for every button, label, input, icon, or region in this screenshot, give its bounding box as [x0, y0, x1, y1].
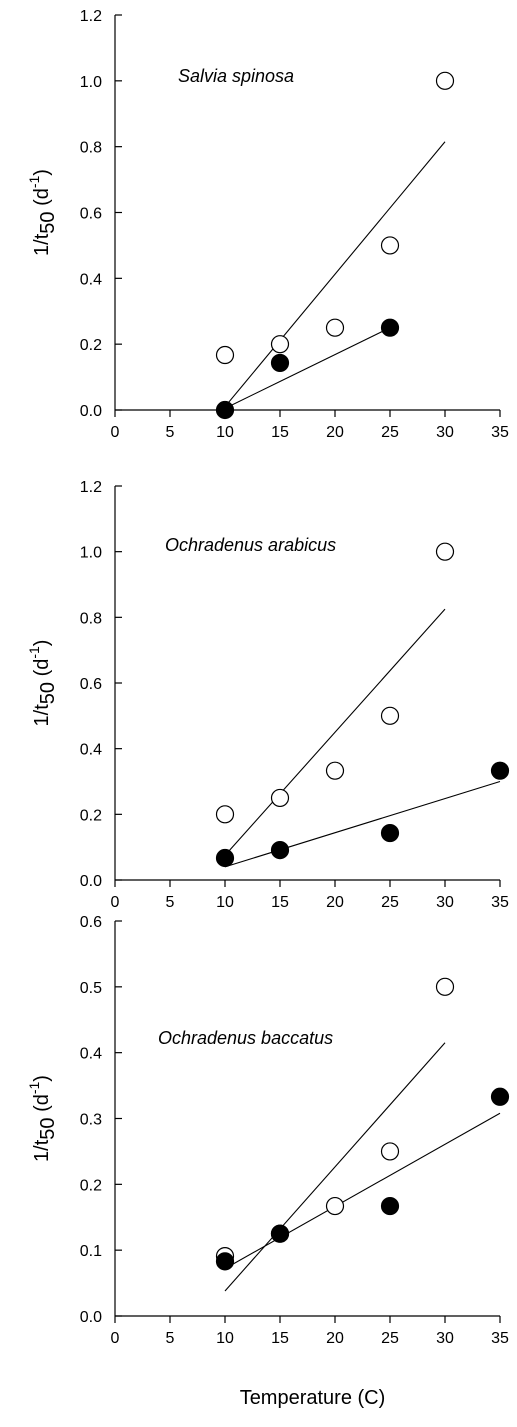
x-tick-label: 30 — [436, 894, 454, 911]
species-label: Salvia spinosa — [178, 66, 294, 86]
x-tick-label: 10 — [216, 424, 234, 441]
filled-circle-point — [270, 841, 290, 860]
x-tick-label: 35 — [491, 424, 509, 441]
open-circle-point — [270, 335, 290, 354]
x-tick-label: 5 — [166, 424, 175, 441]
x-tick-label: 5 — [166, 1330, 175, 1347]
y-tick-label: 1.0 — [80, 545, 102, 562]
x-tick-label: 25 — [381, 1330, 399, 1347]
y-tick-label: 0.2 — [80, 337, 102, 354]
open-regression-line — [224, 1042, 446, 1292]
y-axis-title: 1/t50 (d-1) — [26, 169, 59, 256]
species-label: Ochradenus baccatus — [158, 1028, 333, 1048]
y-tick-label: 0.6 — [80, 914, 102, 931]
filled-regression-line — [224, 1112, 501, 1270]
x-tick-label: 10 — [216, 1330, 234, 1347]
y-tick-label: 0.0 — [80, 873, 102, 890]
y-tick-label: 0.8 — [80, 140, 102, 157]
filled-circle-point — [215, 848, 235, 868]
filled-circle-point — [380, 823, 400, 843]
x-tick-label: 30 — [436, 424, 454, 441]
x-tick-label: 0 — [111, 424, 120, 441]
filled-circle-point — [380, 1196, 400, 1216]
y-tick-label: 1.0 — [80, 74, 102, 91]
y-tick-label: 0.3 — [80, 1112, 102, 1129]
open-circle-point — [325, 761, 345, 780]
y-tick-label: 0.2 — [80, 807, 102, 824]
y-tick-label: 0.5 — [80, 980, 102, 997]
x-tick-label: 35 — [491, 1330, 509, 1347]
x-tick-label: 0 — [111, 894, 120, 911]
filled-circle-point — [215, 400, 235, 420]
x-tick-label: 0 — [111, 1330, 120, 1347]
open-circle-point — [380, 706, 400, 725]
x-tick-label: 5 — [166, 894, 175, 911]
open-circle-point — [215, 345, 235, 365]
filled-regression-line — [224, 327, 391, 409]
y-tick-label: 1.2 — [80, 8, 102, 25]
y-tick-label: 0.6 — [80, 206, 102, 223]
open-regression-line — [224, 141, 446, 408]
x-axis-title: Temperature (C) — [240, 1387, 386, 1409]
y-tick-label: 0.4 — [80, 1046, 102, 1063]
filled-circle-point — [380, 318, 400, 337]
y-tick-label: 1.2 — [80, 479, 102, 496]
x-tick-label: 30 — [436, 1330, 454, 1347]
y-axis-title: 1/t50 (d-1) — [26, 1075, 59, 1162]
filled-circle-point — [490, 1087, 510, 1106]
open-circle-point — [325, 1196, 345, 1216]
y-tick-label: 0.2 — [80, 1177, 102, 1194]
y-tick-label: 0.0 — [80, 1309, 102, 1326]
panel-ochradenus-baccatus: 0 5 10 15 20 25 30 35 0.0 0.1 0.2 0.3 0.4 0.5 0.6 1/t50… — [26, 914, 510, 1409]
open-circle-point — [270, 788, 290, 808]
y-tick-label: 0.4 — [80, 271, 102, 288]
y-tick-label: 0.4 — [80, 742, 102, 759]
panel-salvia-spinosa: 0 5 10 15 20 25 30 35 0.0 0.2 0.4 0.6 0.8 1.0 1.2 1/t50… — [26, 8, 509, 441]
x-tick-label: 20 — [326, 894, 344, 911]
open-circle-point — [435, 71, 455, 90]
open-circle-point — [215, 805, 235, 824]
x-tick-label: 35 — [491, 894, 509, 911]
open-circle-point — [435, 542, 455, 561]
filled-regression-line — [224, 780, 501, 868]
open-circle-point — [435, 977, 455, 996]
filled-circle-point — [215, 1252, 235, 1271]
open-circle-point — [325, 318, 345, 337]
x-tick-label: 15 — [271, 1330, 289, 1347]
x-tick-label: 25 — [381, 894, 399, 911]
open-regression-line — [224, 608, 446, 856]
x-tick-label: 20 — [326, 1330, 344, 1347]
panel-ochradenus-arabicus: 0 5 10 15 20 25 30 35 0.0 0.2 0.4 0.6 0.8 1.0 1.2 1/t50… — [26, 479, 510, 911]
filled-circle-point — [490, 761, 510, 780]
open-circle-point — [380, 236, 400, 255]
open-circle-point — [380, 1142, 400, 1161]
filled-circle-point — [270, 1224, 290, 1243]
y-tick-label: 0.6 — [80, 676, 102, 693]
y-tick-label: 0.8 — [80, 610, 102, 627]
x-tick-label: 20 — [326, 424, 344, 441]
x-tick-label: 10 — [216, 894, 234, 911]
x-tick-label: 15 — [271, 424, 289, 441]
y-tick-label: 0.0 — [80, 403, 102, 420]
y-axis-title: 1/t50 (d-1) — [26, 640, 59, 727]
y-tick-label: 0.1 — [80, 1243, 102, 1260]
x-tick-label: 25 — [381, 424, 399, 441]
species-label: Ochradenus arabicus — [165, 535, 336, 555]
x-tick-label: 15 — [271, 894, 289, 911]
filled-circle-point — [270, 353, 290, 373]
